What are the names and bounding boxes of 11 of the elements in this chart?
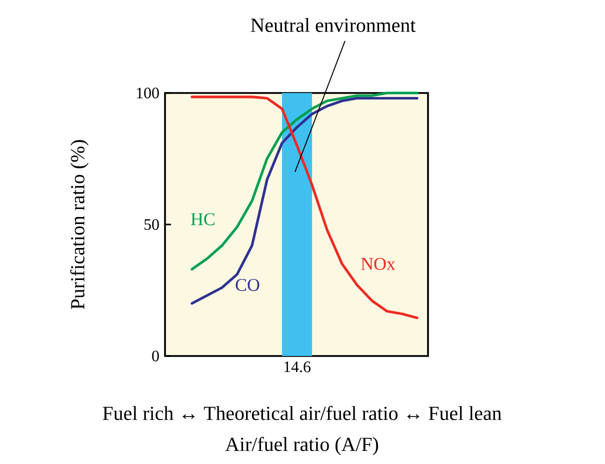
text: Neutral environment <box>250 18 416 32</box>
series-label: HC <box>191 213 214 226</box>
y-tick-label: 50 <box>144 219 159 230</box>
x-axis-title: Air/fuel ratio (A/F) <box>225 436 378 456</box>
y-tick-label: 0 <box>152 350 159 362</box>
y-tick-label: 100 <box>136 88 159 98</box>
text: Fuel rich ↔ Theoretical air/fuel ratio ↔ Fuel lean <box>102 406 502 420</box>
x-tick-label: 14.6 <box>284 362 311 372</box>
series-label: CO <box>236 278 260 291</box>
series-label: NOx <box>361 258 396 270</box>
y-axis-title: Purification ratio (%) <box>70 140 88 310</box>
